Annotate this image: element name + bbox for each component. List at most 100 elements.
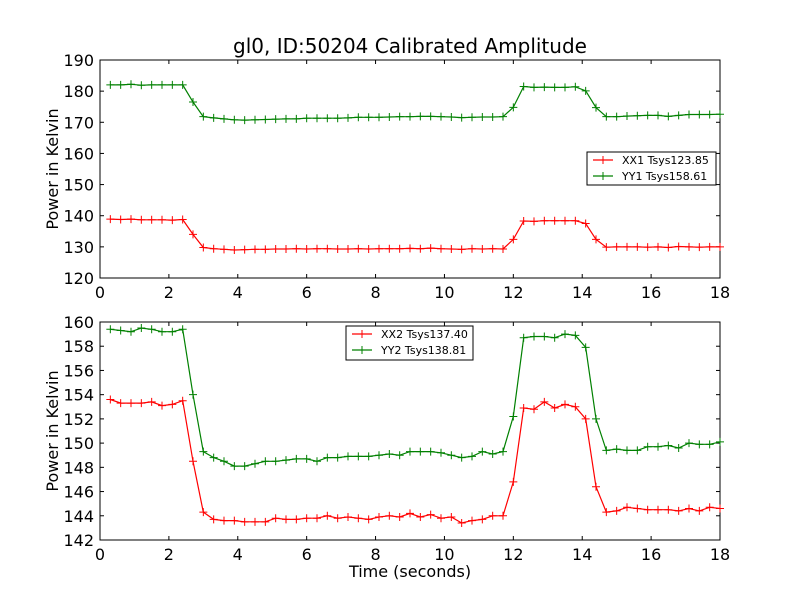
- data-point: [199, 243, 208, 252]
- data-point: [147, 325, 156, 334]
- data-point: [364, 515, 373, 524]
- data-point: [705, 242, 714, 251]
- data-point: [406, 112, 414, 121]
- data-point: [344, 245, 352, 254]
- data-point: [664, 112, 673, 121]
- chart-title: gl0, ID:50204 Calibrated Amplitude: [233, 34, 587, 58]
- data-point: [251, 245, 259, 254]
- data-point: [168, 80, 177, 89]
- data-point: [385, 244, 394, 253]
- data-point: [178, 325, 187, 334]
- data-point: [416, 512, 425, 521]
- x-tick-label: 6: [302, 283, 312, 302]
- x-tick-label: 2: [164, 283, 174, 302]
- data-point: [178, 215, 187, 224]
- data-point: [209, 113, 218, 122]
- data-point: [106, 325, 115, 334]
- data-point: [612, 242, 621, 251]
- data-point: [716, 110, 724, 119]
- data-point: [447, 112, 456, 121]
- data-point: [137, 215, 146, 224]
- series-yy2: [106, 324, 724, 471]
- legend-label: XX1 Tsys123.85: [622, 154, 709, 167]
- data-point: [695, 506, 704, 515]
- data-point: [426, 510, 435, 519]
- data-point: [612, 506, 621, 515]
- data-point: [395, 112, 404, 121]
- data-point: [220, 457, 228, 466]
- data-point: [654, 442, 662, 451]
- data-point: [633, 111, 642, 120]
- y-tick-label: 144: [63, 507, 94, 526]
- data-point: [292, 114, 301, 123]
- legend-box: [345, 325, 474, 361]
- y-tick-label: 190: [63, 51, 94, 70]
- x-tick-label: 12: [503, 283, 523, 302]
- data-point: [581, 414, 590, 423]
- data-point: [313, 114, 321, 123]
- data-point: [685, 242, 693, 251]
- data-point: [261, 115, 270, 124]
- data-point: [251, 115, 259, 124]
- data-point: [705, 440, 714, 449]
- legend-marker: [599, 172, 607, 180]
- data-point: [612, 445, 621, 454]
- data-point: [426, 447, 435, 456]
- y-tick-label: 152: [63, 410, 94, 429]
- data-point: [571, 402, 580, 411]
- data-point: [695, 110, 704, 119]
- y-tick-label: 130: [63, 238, 94, 257]
- data-point: [158, 401, 166, 410]
- data-point: [333, 453, 342, 462]
- data-point: [478, 112, 487, 121]
- data-point: [550, 333, 559, 342]
- x-tick-label: 14: [572, 283, 592, 302]
- y-tick-label: 150: [63, 176, 94, 195]
- data-point: [116, 399, 125, 408]
- y-tick-label: 170: [63, 113, 94, 132]
- data-point: [251, 459, 259, 468]
- x-tick-label: 4: [233, 545, 243, 564]
- data-point: [251, 517, 259, 526]
- data-point: [426, 112, 435, 121]
- data-point: [127, 399, 135, 408]
- data-point: [654, 505, 662, 514]
- data-point: [282, 245, 290, 254]
- data-point: [344, 512, 352, 521]
- data-point: [633, 446, 642, 455]
- data-point: [375, 512, 383, 521]
- data-point: [395, 451, 404, 460]
- data-point: [282, 114, 290, 123]
- data-point: [447, 512, 456, 521]
- data-point: [106, 80, 115, 89]
- data-point: [437, 112, 445, 121]
- data-point: [230, 516, 239, 525]
- data-point: [571, 216, 580, 225]
- data-point: [220, 516, 228, 525]
- data-point: [654, 242, 662, 251]
- data-point: [664, 505, 673, 514]
- data-point: [499, 112, 507, 121]
- data-point: [292, 244, 301, 253]
- data-point: [716, 242, 724, 251]
- data-point: [344, 113, 352, 122]
- data-point: [581, 343, 590, 352]
- data-point: [509, 103, 518, 112]
- data-point: [375, 113, 383, 122]
- data-point: [426, 244, 435, 253]
- data-point: [406, 244, 414, 253]
- data-point: [468, 113, 476, 122]
- data-point: [354, 244, 363, 253]
- data-point: [623, 112, 631, 121]
- data-point: [147, 397, 156, 406]
- x-tick-label: 10: [434, 283, 454, 302]
- data-point: [189, 98, 197, 107]
- data-point: [530, 217, 538, 226]
- data-point: [602, 446, 611, 455]
- data-point: [716, 437, 724, 446]
- data-point: [147, 215, 156, 224]
- data-point: [168, 327, 177, 336]
- x-tick-label: 18: [710, 283, 730, 302]
- data-point: [158, 327, 166, 336]
